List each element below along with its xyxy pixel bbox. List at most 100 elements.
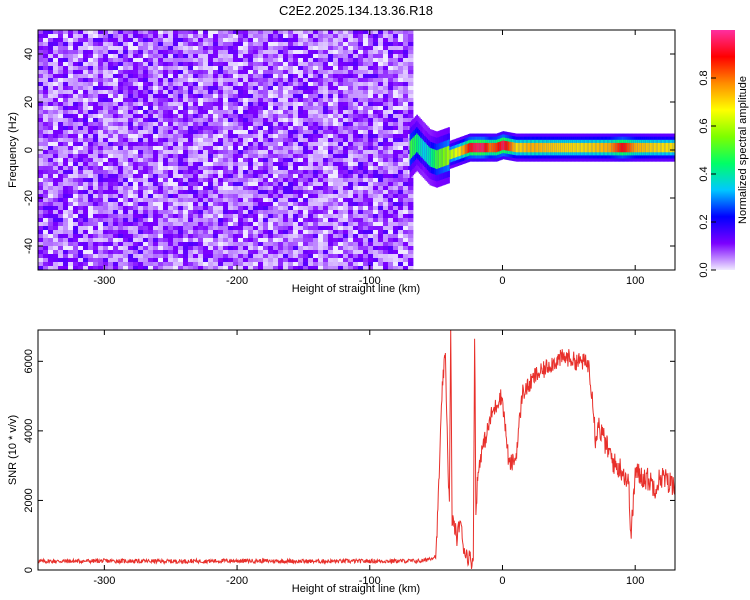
spectrogram-cell	[393, 78, 399, 83]
spectrogram-cell	[178, 222, 184, 227]
spectrogram-signal-cell	[550, 142, 553, 153]
spectrogram-cell	[263, 222, 269, 227]
spectrogram-cell	[358, 214, 364, 219]
spectrogram-cell	[368, 266, 374, 270]
spectrogram-cell	[143, 74, 149, 79]
spectrogram-cell	[398, 254, 404, 259]
spectrogram-cell	[118, 262, 124, 267]
spectrogram-cell	[293, 258, 299, 263]
spectrogram-cell	[373, 226, 379, 231]
spectrogram-cell	[373, 34, 379, 39]
spectrogram-cell	[103, 138, 109, 143]
spectrogram-cell	[363, 130, 369, 135]
spectrogram-cell	[158, 158, 164, 163]
spectrogram-cell	[268, 258, 274, 263]
spectrogram-cell	[238, 34, 244, 39]
spectrogram-cell	[198, 62, 204, 67]
spectrogram-cell	[248, 226, 254, 231]
spectrogram-cell	[48, 42, 54, 47]
spectrogram-cell	[153, 98, 159, 103]
spectrogram-cell	[263, 214, 269, 219]
spectrogram-cell	[118, 62, 124, 67]
spectrogram-cell	[203, 182, 209, 187]
spectrogram-cell	[163, 118, 169, 123]
spectrogram-cell	[228, 38, 234, 43]
spectrogram-cell	[53, 162, 59, 167]
spectrogram-cell	[218, 90, 224, 95]
spectrogram-cell	[403, 266, 409, 270]
spectrogram-cell	[328, 110, 334, 115]
spectrogram-cell	[298, 66, 304, 71]
spectrogram-cell	[153, 158, 159, 163]
spectrogram-cell	[273, 186, 279, 191]
spectrogram-cell	[303, 230, 309, 235]
spectrogram-cell	[338, 226, 344, 231]
spectrogram-cell	[148, 62, 154, 67]
spectrogram-cell	[248, 122, 254, 127]
spectrogram-cell	[253, 110, 259, 115]
spectrogram-cell	[398, 58, 404, 63]
spectrogram-cell	[293, 122, 299, 127]
spectrogram-cell	[193, 130, 199, 135]
spectrogram-cell	[303, 86, 309, 91]
spectrogram-cell	[108, 258, 114, 263]
spectrogram-cell	[383, 74, 389, 79]
spectrogram-cell	[243, 114, 249, 119]
spectrogram-cell	[253, 154, 259, 159]
spectrogram-cell	[68, 190, 74, 195]
spectrogram-cell	[368, 154, 374, 159]
spectrogram-cell	[323, 50, 329, 55]
spectrogram-cell	[348, 138, 354, 143]
spectrogram-cell	[188, 202, 194, 207]
spectrogram-cell	[288, 78, 294, 83]
spectrogram-cell	[233, 202, 239, 207]
spectrogram-cell	[248, 66, 254, 71]
spectrogram-cell	[278, 266, 284, 270]
spectrogram-cell	[133, 42, 139, 47]
spectrogram-cell	[163, 254, 169, 259]
spectrogram-cell	[318, 210, 324, 215]
spectrogram-cell	[88, 134, 94, 139]
spectrogram-cell	[358, 78, 364, 83]
spectrogram-cell	[138, 166, 144, 171]
spectrogram-cell	[353, 30, 359, 35]
spectrogram-cell	[253, 230, 259, 235]
spectrogram-cell	[163, 122, 169, 127]
spectrogram-cell	[343, 90, 349, 95]
spectrogram-cell	[38, 138, 44, 143]
spectrogram-cell	[123, 30, 129, 35]
spectrogram-cell	[228, 66, 234, 71]
spectrogram-cell	[323, 46, 329, 51]
spectrogram-cell	[393, 230, 399, 235]
spectrogram-cell	[403, 210, 409, 215]
spectrogram-cell	[333, 146, 339, 151]
spectrogram-cell	[323, 186, 329, 191]
spectrogram-cell	[53, 90, 59, 95]
spectrogram-cell	[183, 262, 189, 267]
spectrogram-cell	[253, 46, 259, 51]
spectrogram-cell	[318, 226, 324, 231]
spectrogram-cell	[318, 54, 324, 59]
spectrogram-cell	[63, 94, 69, 99]
spectrogram-cell	[253, 170, 259, 175]
spectrogram-cell	[193, 178, 199, 183]
spectrogram-cell	[233, 54, 239, 59]
spectrogram-cell	[253, 226, 259, 231]
spectrogram-cell	[268, 250, 274, 255]
spectrogram-cell	[408, 42, 414, 47]
spectrogram-cell	[203, 82, 209, 87]
spectrogram-cell	[163, 74, 169, 79]
spectrogram-cell	[303, 246, 309, 251]
spectrogram-cell	[133, 102, 139, 107]
spectrogram-cell	[298, 138, 304, 143]
spectrogram-cell	[248, 50, 254, 55]
spectrogram-cell	[378, 186, 384, 191]
spectrogram-cell	[83, 262, 89, 267]
spectrogram-cell	[58, 150, 64, 155]
spectrogram-cell	[403, 110, 409, 115]
spectrogram-cell	[113, 158, 119, 163]
spectrogram-cell	[393, 198, 399, 203]
spectrogram-cell	[343, 130, 349, 135]
spectrogram-cell	[48, 210, 54, 215]
spectrogram-cell	[63, 34, 69, 39]
